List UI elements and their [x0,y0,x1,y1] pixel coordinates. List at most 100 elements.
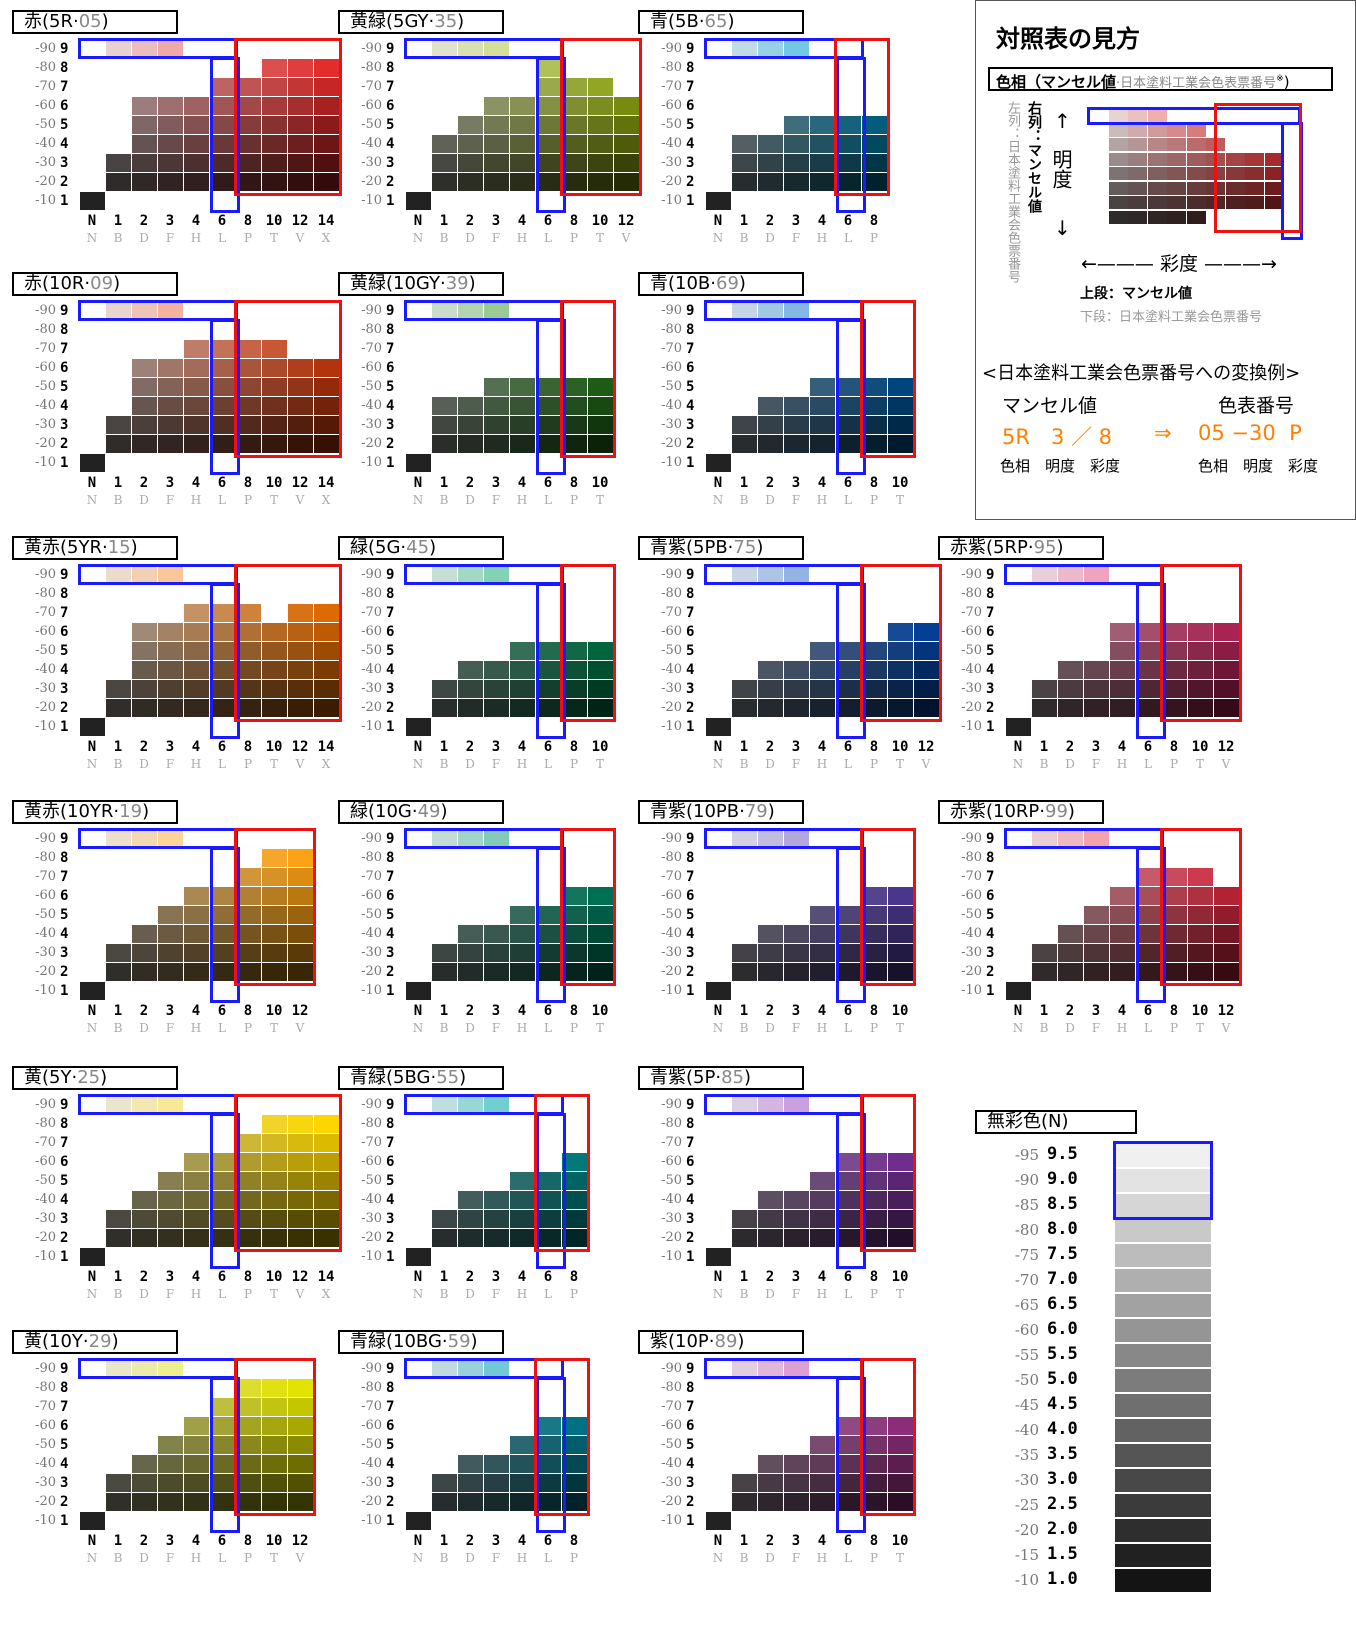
color-swatch [262,868,287,886]
color-swatch [184,359,209,377]
chroma-label: 2 [765,475,775,491]
chart-title-text: 青紫(5PB· [650,537,734,558]
chart-title-code: 19 [119,801,143,822]
chroma-code-label: T [895,1551,904,1565]
chart-title: 緑(5G·45) [338,536,504,560]
chroma-code-label: D [1065,1021,1075,1035]
color-swatch [106,1360,131,1378]
color-swatch [106,1474,131,1492]
chroma-label: 1 [113,475,123,491]
color-swatch [862,642,887,660]
value-code-label: -10 [35,193,56,208]
color-swatch [862,1210,887,1228]
color-swatch [588,397,613,415]
chroma-label: 2 [1065,1003,1075,1019]
color-swatch [314,378,339,396]
chroma-label: 1 [739,1533,749,1549]
chroma-label: 6 [1143,1003,1153,1019]
chroma-label: 6 [217,475,227,491]
color-swatch [562,154,587,172]
legend-swatch [1128,138,1147,151]
color-swatch [158,623,183,641]
neutral-swatch [1115,1144,1211,1167]
legend-example-title: <日本塗料工業会色票番号への変換例> [982,363,1301,384]
munsell-value-label: 4 [60,1456,69,1472]
munsell-value-label: 9 [386,1097,395,1113]
color-swatch [432,135,457,153]
legend-hue-label2: ·日本塗料工業会色表票番号 [1116,76,1277,91]
chroma-code-label: H [190,1551,202,1565]
color-swatch [262,1474,287,1492]
chroma-label: 6 [543,475,553,491]
chroma-label: 8 [569,739,579,755]
munsell-value-label: 4 [60,398,69,414]
value-code-label: -70 [661,869,682,884]
color-swatch [810,1436,835,1454]
chroma-code-label: D [465,1551,475,1565]
color-swatch [236,416,261,434]
color-swatch [510,416,535,434]
munsell-value-label: 3 [386,417,395,433]
color-swatch [836,135,861,153]
value-code-label: -10 [361,719,382,734]
color-swatch [862,1417,887,1435]
color-swatch [510,963,535,981]
legend-swatch [1147,123,1167,137]
munsell-value-label: 8 [386,850,395,866]
chroma-label: 1 [739,739,749,755]
color-swatch [536,416,561,434]
color-swatch [588,435,613,453]
legend-swatch [1206,181,1225,195]
chart-title-code: 25 [77,1067,101,1088]
color-swatch [132,1360,157,1378]
color-swatch [1188,868,1213,886]
munsell-value-label: 7 [60,869,69,885]
color-swatch [758,40,783,58]
value-code-label: -50 [661,1173,682,1188]
chroma-label: 8 [1169,1003,1179,1019]
chroma-code-label: N [412,757,424,771]
color-swatch [106,302,131,320]
value-code-label: -40 [35,136,56,151]
color-swatch [184,661,209,679]
color-swatch [588,173,613,191]
color-swatch [236,78,261,96]
color-swatch [132,1493,157,1511]
color-swatch [862,154,887,172]
color-swatch [510,944,535,962]
chroma-label: 6 [543,1533,553,1549]
value-code-label: -90 [661,1097,682,1112]
color-swatch [132,173,157,191]
color-swatch [158,1493,183,1511]
color-swatch [210,116,235,134]
chroma-label: 4 [191,1533,201,1549]
color-swatch [262,887,287,905]
color-swatch [732,680,757,698]
color-swatch [158,1455,183,1473]
color-swatch [288,416,313,434]
chroma-code-label: F [1091,1021,1101,1035]
color-swatch [288,1398,313,1416]
color-swatch [406,1248,431,1266]
chroma-label: 1 [739,213,749,229]
chroma-label: 2 [765,739,775,755]
color-swatch [288,623,313,641]
color-swatch [262,359,287,377]
munsell-value-label: 4 [60,136,69,152]
color-swatch [288,1455,313,1473]
color-swatch [536,97,561,115]
neutral-code-label: -70 [1014,1271,1039,1289]
chroma-code-label: P [569,493,579,507]
color-swatch [1032,699,1057,717]
value-code-label: -40 [361,136,382,151]
chart-title-close: ) [727,11,735,32]
color-swatch [862,116,887,134]
color-swatch [758,925,783,943]
neutral-swatch [1115,1369,1211,1392]
color-swatch [784,963,809,981]
color-swatch [836,1493,861,1511]
chart-title-text: 青(5B· [650,11,705,32]
color-swatch [810,699,835,717]
munsell-value-label: 4 [686,1192,695,1208]
color-swatch [288,1436,313,1454]
